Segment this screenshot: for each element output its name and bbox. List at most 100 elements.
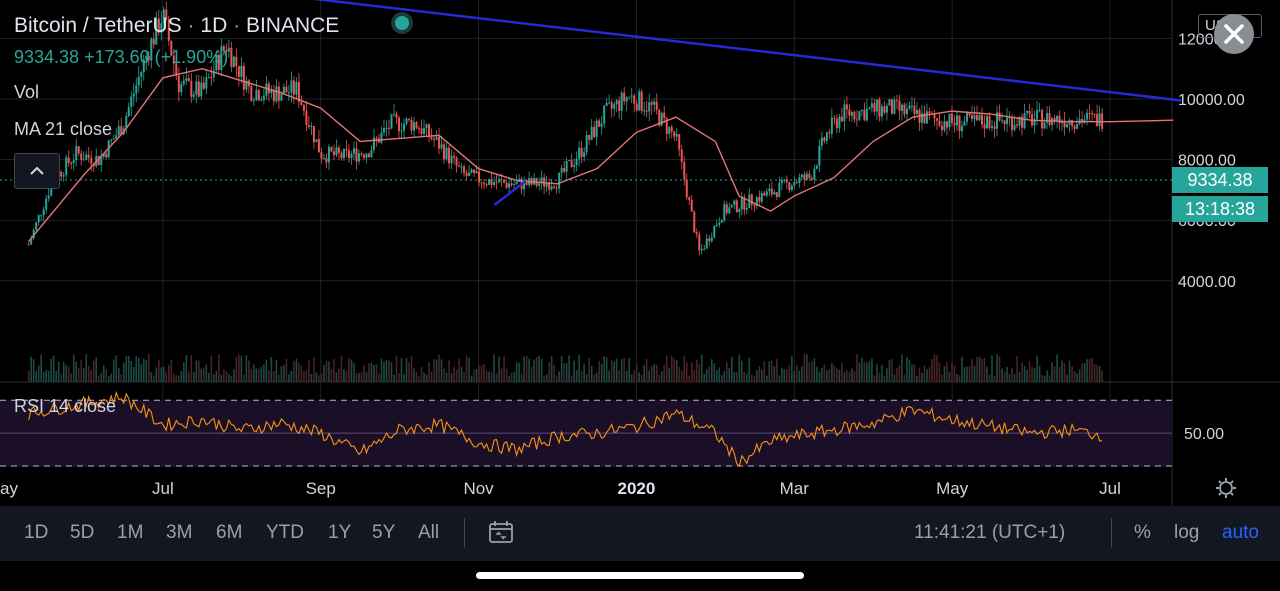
clock-timezone[interactable]: 11:41:21 (UTC+1) [914,522,1066,543]
candle-body [387,127,390,129]
ma-indicator-label[interactable]: MA 21 close [14,119,113,139]
candle-body [1066,124,1069,128]
candle-body [35,222,38,230]
candle-body [1028,110,1031,115]
candle-body [232,56,235,67]
candle-body [292,80,295,95]
candle-body [175,63,178,76]
candle-body [838,116,841,129]
volume-bar [465,355,468,382]
volume-bar [1041,375,1043,382]
volume-bar [756,370,758,382]
log-scale-toggle[interactable]: log [1174,522,1200,543]
candle-body [983,124,986,129]
volume-bar [363,365,365,382]
range-6m[interactable]: 6M [216,522,243,543]
candle-body [678,134,681,150]
volume-bar [1081,363,1083,382]
volume-bar [205,364,208,382]
close-button[interactable] [1214,14,1254,54]
chart-overlays [0,0,1182,242]
range-all[interactable]: All [418,522,440,543]
candle-body [425,124,428,128]
candle-body [538,183,541,186]
volume-bar [483,364,485,382]
candle-body [335,147,338,156]
candle-body [873,103,876,112]
volume-bar [198,360,200,382]
volume-bar [996,354,998,382]
symbol-title[interactable]: Bitcoin / TetherUS · 1D · BINANCE [14,14,339,38]
volume-bar [393,374,395,382]
candle-body [105,153,108,158]
volume-bar [368,363,370,382]
volume-bar [30,356,32,382]
candle-body [473,169,476,174]
candle-body [362,154,365,158]
range-5y[interactable]: 5Y [372,522,396,543]
candle-body [825,132,828,141]
volume-bar [1026,369,1028,382]
volume-bar [333,359,335,382]
go-to-date-button[interactable] [487,520,515,552]
volume-bar [233,369,235,382]
candle-body [705,238,708,249]
candle-body [1071,120,1074,127]
candle-body [485,184,488,186]
price-chart[interactable]: 14000.0012000.0010000.008000.006000.0040… [0,0,1280,506]
rsi-indicator-label[interactable]: RSI 14 close [14,396,117,416]
volume-bar [445,372,448,382]
range-1m[interactable]: 1M [117,522,144,543]
candle-body [880,106,883,117]
volume-bar [598,361,600,382]
candle-body [986,116,989,129]
volume-bar [55,370,58,382]
candle-body [868,107,871,109]
candle-body [85,154,88,160]
candle-body [310,126,313,128]
volume-bar [245,355,248,382]
volume-bar [818,371,821,382]
candle-body [605,103,608,106]
volume-bar [380,358,383,382]
volume-bar [438,354,440,382]
candle-body [463,166,466,174]
volume-bar [1098,365,1101,382]
candle-body [818,145,821,166]
range-ytd[interactable]: YTD [266,522,304,543]
volume-bar [243,374,245,382]
gear-icon[interactable] [1216,478,1236,498]
candle-body [915,109,918,114]
candle-body [277,86,280,101]
candle-body [125,116,128,129]
auto-scale-toggle[interactable]: auto [1222,522,1259,543]
candle-body [453,155,456,158]
volume-bar [538,355,540,382]
trendline [312,0,1182,102]
candle-body [623,92,626,102]
volume-bar [430,371,433,382]
collapse-legend-button[interactable] [14,153,60,189]
range-1y[interactable]: 1Y [328,522,352,543]
candle-body [207,77,210,79]
volume-bar [325,360,328,382]
candle-body [1063,121,1066,128]
range-5d[interactable]: 5D [70,522,95,543]
volume-bar [223,369,225,382]
candle-body [380,132,383,143]
volume-bar [428,361,430,382]
volume-indicator-label[interactable]: Vol [14,82,40,102]
candle-body [285,86,288,93]
candle-body [981,114,984,125]
candle-body [908,105,911,109]
range-1d[interactable]: 1D [24,522,49,543]
volume-bar [203,367,205,382]
percent-scale-toggle[interactable]: % [1134,522,1151,543]
candle-body [152,39,155,45]
candle-body [940,125,943,131]
range-3m[interactable]: 3M [166,522,193,543]
volume-bar [385,360,388,382]
volume-bar [260,366,263,382]
volume-bar [110,373,113,382]
candle-body [870,103,873,108]
